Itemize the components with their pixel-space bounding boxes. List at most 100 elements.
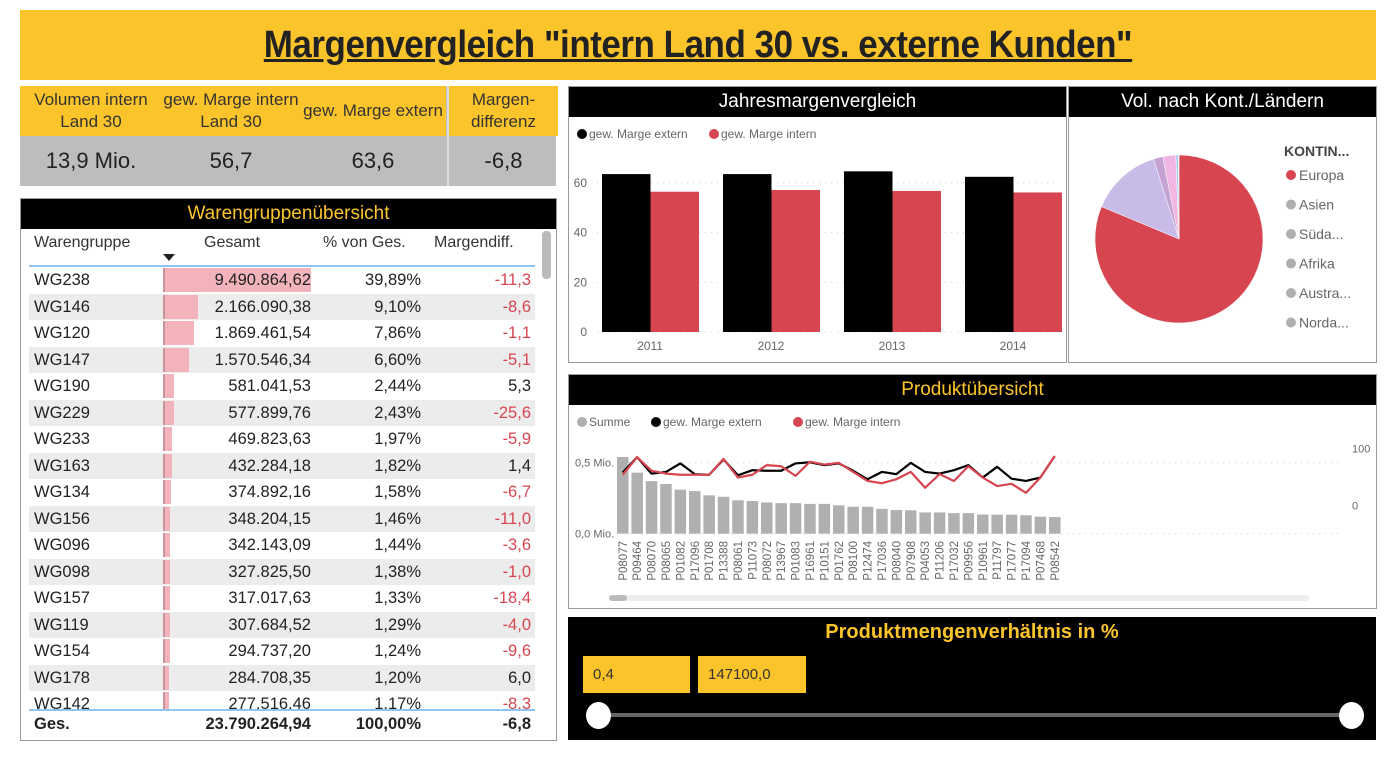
chart-scrollbar-thumb[interactable] <box>609 595 627 601</box>
bar-extern-2012 <box>723 174 772 332</box>
cell-warengruppe: WG163 <box>34 456 90 475</box>
cell-gesamt: 581.041,53 <box>228 377 311 395</box>
table-row[interactable]: WG154 294.737,20 1,24% -9,6 <box>29 638 535 665</box>
table-row[interactable]: WG120 1.869.461,54 7,86% -1,1 <box>29 320 535 347</box>
bar-intern-2012 <box>771 189 820 332</box>
table-row[interactable]: WG233 469.823,63 1,97% -5,9 <box>29 426 535 453</box>
slider-max-handle[interactable] <box>1339 702 1364 729</box>
legend-item[interactable]: Norda... <box>1299 315 1349 331</box>
legend-marker <box>1286 288 1296 298</box>
bar-summe-P17094 <box>1020 515 1032 534</box>
y-tick-label: 0 <box>580 325 587 339</box>
column-header-margendiff[interactable]: Margendiff. <box>434 234 514 251</box>
table-row[interactable]: WG146 2.166.090,38 9,10% -8,6 <box>29 293 535 320</box>
column-header-warengruppe[interactable]: Warengruppe <box>34 234 131 251</box>
table-row[interactable]: WG229 577.899,76 2,43% -25,6 <box>29 399 535 426</box>
table-row[interactable]: WG238 9.490.864,62 39,89% -11,3 <box>29 267 535 294</box>
cell-prozent: 2,43% <box>374 403 421 422</box>
legend-marker <box>1286 170 1296 180</box>
legend-marker <box>1286 229 1296 239</box>
x-tick-label: P11797 <box>992 541 1004 580</box>
table-row[interactable]: WG157 317.017,63 1,33% -18,4 <box>29 585 535 612</box>
bar-summe-P12474 <box>861 506 874 534</box>
bar-summe-P13388 <box>717 496 730 534</box>
cell-margendiff: 6,0 <box>508 668 531 687</box>
bar-summe-P08072 <box>761 502 773 534</box>
cell-gesamt: 348.204,15 <box>228 509 311 528</box>
cell-margendiff: -6,7 <box>502 483 531 501</box>
x-tick-label: 2014 <box>1000 339 1027 353</box>
kpi-label: gew. Marge intern Land 30 <box>162 86 300 136</box>
slider-max-input[interactable]: 147100,0 <box>698 656 806 693</box>
legend-item[interactable]: Afrika <box>1299 256 1335 272</box>
column-header-gesamt[interactable]: Gesamt <box>204 234 261 251</box>
table-row[interactable]: WG098 327.825,50 1,38% -1,0 <box>29 558 535 585</box>
legend-item[interactable]: Süda... <box>1299 226 1343 242</box>
legend-item[interactable]: Asien <box>1299 197 1334 213</box>
cell-gesamt: 469.823,63 <box>228 430 311 448</box>
cell-prozent: 1,58% <box>374 483 421 501</box>
cell-margendiff: -8,6 <box>502 297 531 316</box>
data-bar <box>163 347 190 372</box>
x-tick-label: P08061 <box>733 541 745 581</box>
bar-summe-P07908 <box>905 510 917 534</box>
cell-gesamt: 1.570.546,34 <box>214 350 311 369</box>
cell-gesamt: 327.825,50 <box>228 562 311 581</box>
table-scrollbar[interactable] <box>542 231 551 279</box>
table-row[interactable]: WG178 284.708,35 1,20% 6,0 <box>29 664 535 691</box>
table-total-row: Ges. 23.790.264,94 100,00% -6,8 <box>29 711 535 738</box>
column-header-prozent[interactable]: % von Ges. <box>323 234 406 251</box>
bar-intern-2014 <box>1013 192 1062 332</box>
kpi-label: Margen-differenz <box>449 86 558 136</box>
produktmengen-slicer: Produktmengenverhältnis in % 0,4 147100,… <box>568 617 1376 740</box>
slider-min-input[interactable]: 0,4 <box>583 656 690 693</box>
cell-margendiff: -3,6 <box>502 536 531 554</box>
table-row[interactable]: WG134 374.892,16 1,58% -6,7 <box>29 479 535 506</box>
header-divider <box>29 265 535 267</box>
bar-summe-P08077 <box>617 457 629 534</box>
x-tick-label: P10151 <box>819 541 831 581</box>
chart-scrollbar[interactable] <box>609 595 1309 601</box>
table-row[interactable]: WG156 348.204,15 1,46% -11,0 <box>29 505 535 532</box>
table-row[interactable]: WG119 307.684,52 1,29% -4,0 <box>29 611 535 638</box>
cell-warengruppe: WG178 <box>34 668 90 687</box>
cell-warengruppe: WG157 <box>34 589 90 607</box>
bar-chart-svg: gew. Marge extern gew. Marge intern 0 20 40 6… <box>574 127 1062 353</box>
cell-gesamt: 577.899,76 <box>228 403 311 422</box>
slider-min-handle[interactable] <box>586 702 611 729</box>
legend-label: gew. Marge extern <box>663 415 762 429</box>
kpi-card: Volumen intern Land 30 13,9 Mio. gew. Ma… <box>20 86 558 186</box>
cell-margendiff: 1,4 <box>508 456 531 475</box>
x-tick-label: P01083 <box>791 541 803 581</box>
cell-gesamt: 294.737,20 <box>228 642 311 660</box>
cell-prozent: 2,44% <box>374 377 421 395</box>
page-title: Margenvergleich "intern Land 30 vs. exte… <box>263 23 1133 66</box>
kpi-margendifferenz: Margen-differenz -6,8 <box>447 86 558 186</box>
data-bar <box>163 268 311 292</box>
legend-marker <box>1286 258 1296 269</box>
cell-gesamt: 317.017,63 <box>228 589 311 607</box>
x-tick-label: 2011 <box>637 339 663 353</box>
footer-divider <box>29 709 535 711</box>
x-tick-label: P08542 <box>1050 541 1062 581</box>
cell-gesamt: 2.166.090,38 <box>214 297 311 316</box>
legend-item[interactable]: Austra... <box>1299 285 1351 301</box>
x-tick-label: P17077 <box>1007 541 1019 581</box>
table-row[interactable]: WG190 581.041,53 2,44% 5,3 <box>29 373 535 400</box>
table-row[interactable]: WG142 277.516,46 1,17% -8,3 <box>29 691 535 709</box>
y-tick-label: 60 <box>574 176 588 190</box>
data-bar <box>163 559 171 584</box>
cell-margendiff: 5,3 <box>508 377 531 395</box>
cell-gesamt: 9.490.864,62 <box>214 271 311 289</box>
table-row[interactable]: WG163 432.284,18 1,82% 1,4 <box>29 452 535 479</box>
legend-marker <box>577 129 587 139</box>
left-tick-label: 0,5 Mio. <box>575 458 614 470</box>
slider-track[interactable] <box>598 713 1352 717</box>
cell-margendiff: -11,3 <box>494 271 531 289</box>
table-title: Warengruppenübersicht <box>21 199 556 229</box>
table-row[interactable]: WG147 1.570.546,34 6,60% -5,1 <box>29 346 535 373</box>
table-row[interactable]: WG096 342.143,09 1,44% -3,6 <box>29 532 535 559</box>
x-tick-label: P09956 <box>963 541 975 581</box>
legend-item[interactable]: Europa <box>1299 167 1344 183</box>
chart-title: Vol. nach Kont./Ländern <box>1069 87 1376 117</box>
